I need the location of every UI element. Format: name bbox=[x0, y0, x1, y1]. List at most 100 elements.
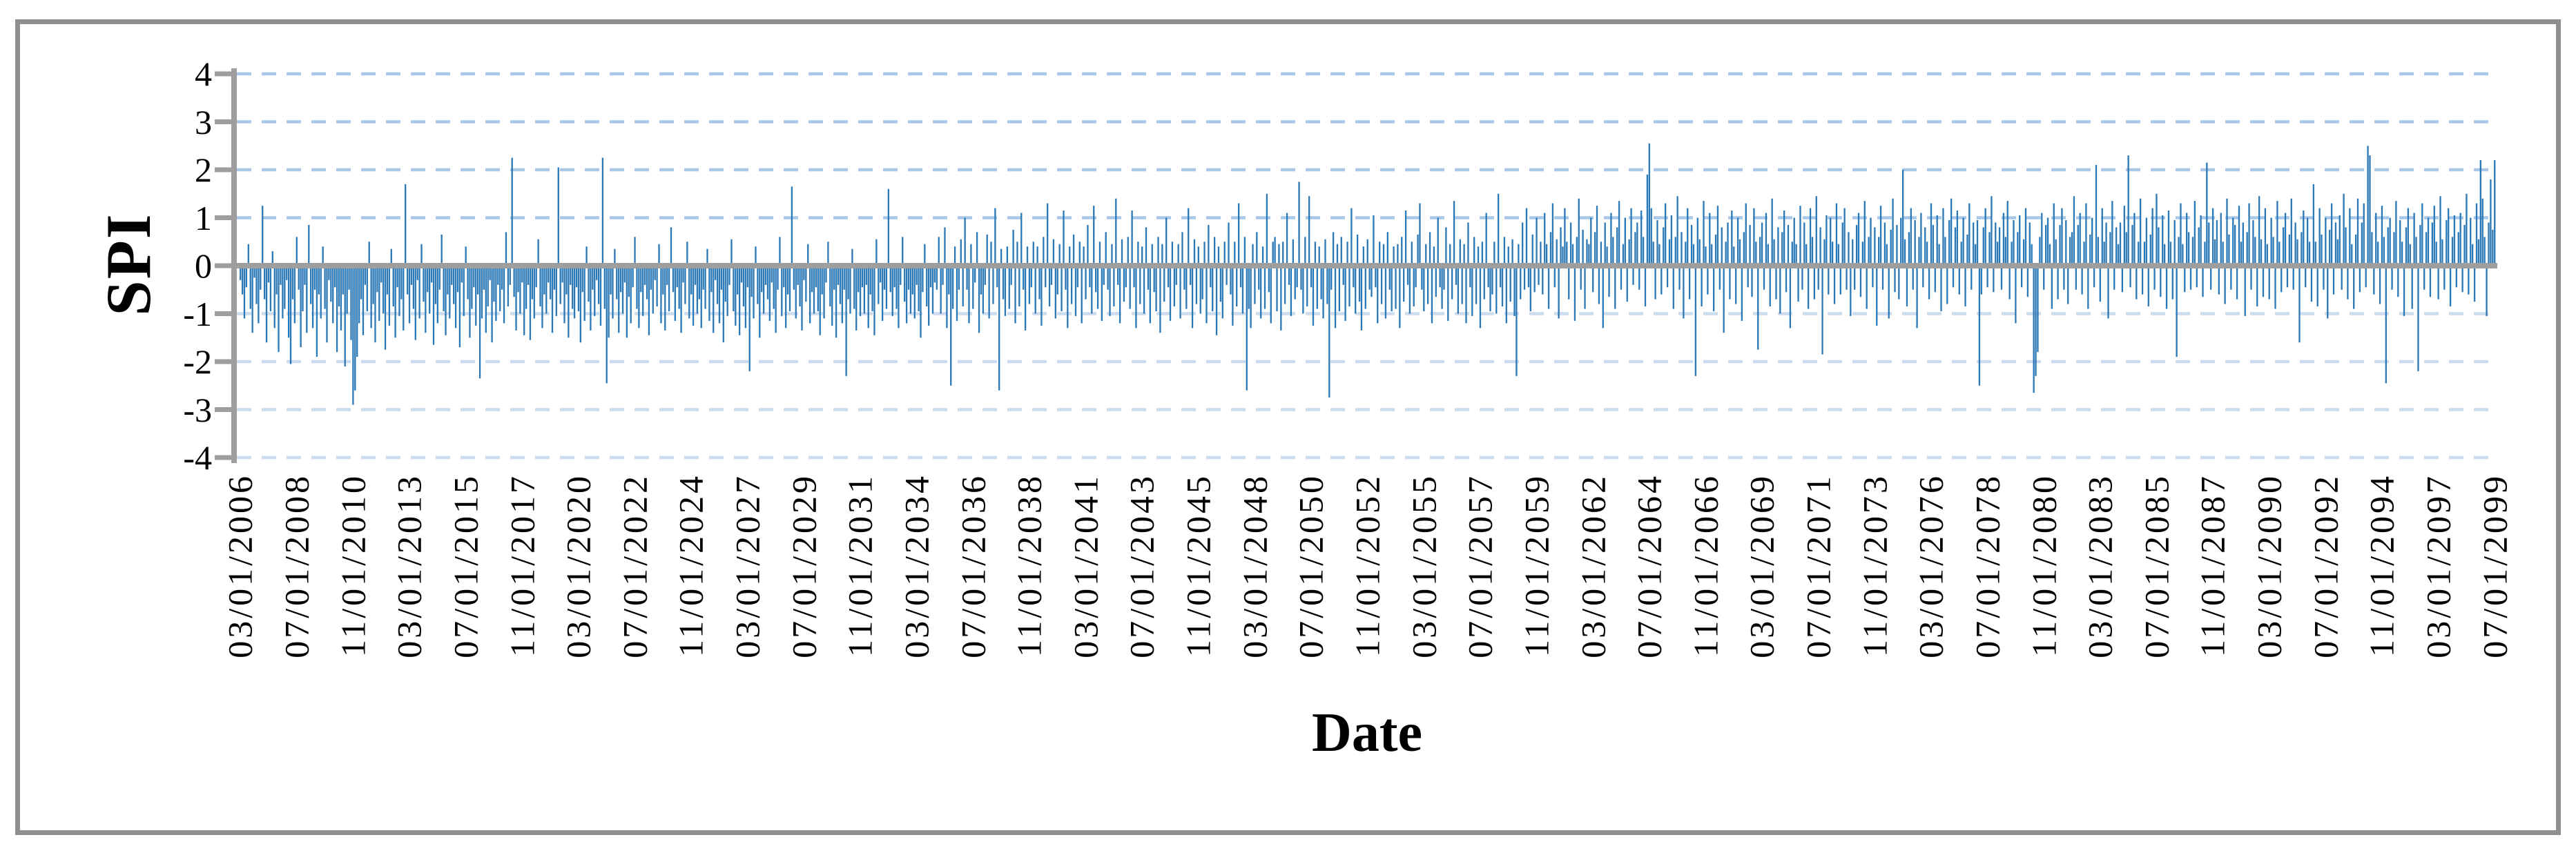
x-tick-label: 03/01/2062 bbox=[1573, 473, 1612, 658]
bar bbox=[370, 266, 372, 329]
bar bbox=[2125, 232, 2127, 266]
bar bbox=[1890, 229, 1892, 266]
bar bbox=[1467, 222, 1469, 266]
bar bbox=[2443, 266, 2446, 290]
bar bbox=[1879, 206, 1882, 266]
bar bbox=[1980, 266, 1982, 295]
y-tick-mark bbox=[215, 215, 237, 220]
bar bbox=[543, 266, 545, 295]
bar bbox=[1753, 208, 1755, 266]
bar bbox=[1016, 242, 1018, 266]
bar bbox=[2338, 215, 2341, 266]
bar bbox=[694, 266, 697, 285]
bar bbox=[2133, 213, 2136, 266]
bar bbox=[302, 266, 304, 312]
bar bbox=[642, 266, 644, 316]
bar bbox=[1443, 266, 1445, 290]
bar bbox=[1936, 215, 1938, 266]
bar bbox=[1252, 244, 1254, 266]
bar bbox=[2383, 237, 2385, 266]
bar bbox=[2198, 227, 2200, 266]
bar bbox=[386, 266, 389, 295]
bar bbox=[2395, 201, 2397, 266]
bar bbox=[2236, 266, 2238, 300]
bar bbox=[1922, 266, 1924, 288]
bar bbox=[1569, 222, 1572, 266]
bar bbox=[557, 167, 559, 266]
bar bbox=[1854, 266, 1856, 290]
bar bbox=[1950, 198, 1953, 266]
bar bbox=[1185, 266, 1188, 309]
bar bbox=[1483, 266, 1485, 300]
bar bbox=[1861, 242, 1863, 266]
bar bbox=[1692, 244, 1695, 266]
bar bbox=[2336, 239, 2338, 266]
bar bbox=[340, 266, 342, 331]
bar bbox=[2341, 266, 2343, 290]
bar bbox=[1908, 232, 1910, 266]
bar bbox=[1658, 244, 1660, 266]
bar bbox=[1284, 266, 1286, 304]
x-tick-label: 07/01/2099 bbox=[2475, 473, 2515, 658]
bar bbox=[2411, 266, 2413, 309]
bar bbox=[614, 248, 616, 266]
bar bbox=[1930, 203, 1933, 266]
bar bbox=[1236, 266, 1238, 307]
bar bbox=[1624, 217, 1626, 266]
bar bbox=[926, 266, 928, 307]
y-tick-mark bbox=[215, 167, 237, 173]
bar bbox=[986, 234, 988, 266]
bar bbox=[1544, 213, 1546, 266]
bar bbox=[1243, 237, 1246, 266]
bar bbox=[2455, 266, 2457, 288]
bar bbox=[570, 266, 572, 285]
bar bbox=[2059, 224, 2061, 266]
bar bbox=[260, 266, 262, 290]
bar bbox=[1375, 266, 1377, 288]
bar bbox=[1988, 232, 1991, 266]
bar bbox=[2282, 227, 2285, 266]
bar bbox=[1388, 266, 1391, 290]
bar bbox=[857, 266, 860, 293]
bar bbox=[2232, 217, 2234, 266]
bar bbox=[1213, 237, 1216, 266]
bar bbox=[1491, 266, 1493, 295]
bar bbox=[1219, 266, 1222, 302]
bar bbox=[2063, 266, 2065, 290]
bar bbox=[718, 266, 721, 324]
bar bbox=[1063, 210, 1065, 266]
figure-border bbox=[15, 19, 2561, 835]
bar bbox=[1991, 196, 1993, 266]
bar bbox=[1509, 266, 1511, 302]
bar bbox=[1914, 219, 1916, 266]
bar bbox=[1896, 224, 1898, 266]
y-tick-label: -3 bbox=[183, 390, 212, 429]
bar bbox=[839, 266, 842, 304]
bar bbox=[1171, 242, 1174, 266]
bar bbox=[1650, 208, 1652, 266]
bar bbox=[519, 266, 521, 314]
x-tick-label: 07/01/2022 bbox=[615, 473, 655, 658]
bar bbox=[1318, 246, 1320, 266]
x-tick-label: 07/01/2015 bbox=[446, 473, 485, 658]
bar bbox=[2077, 224, 2079, 266]
bar bbox=[330, 266, 332, 302]
bar bbox=[1023, 266, 1025, 290]
bar bbox=[706, 248, 708, 266]
bar bbox=[1268, 266, 1270, 293]
bar bbox=[2461, 266, 2463, 293]
bar bbox=[2365, 266, 2367, 288]
bar bbox=[1141, 246, 1143, 266]
bar bbox=[1094, 266, 1097, 293]
bar bbox=[928, 266, 930, 326]
bar bbox=[356, 266, 358, 357]
bar bbox=[1230, 266, 1232, 295]
bar bbox=[821, 266, 823, 295]
bar bbox=[1201, 266, 1203, 300]
bar bbox=[2015, 266, 2017, 324]
bar bbox=[2224, 266, 2226, 304]
bar bbox=[940, 266, 942, 314]
bar bbox=[493, 266, 495, 302]
x-tick-label: 11/01/2087 bbox=[2193, 473, 2232, 657]
bar bbox=[2415, 237, 2417, 266]
